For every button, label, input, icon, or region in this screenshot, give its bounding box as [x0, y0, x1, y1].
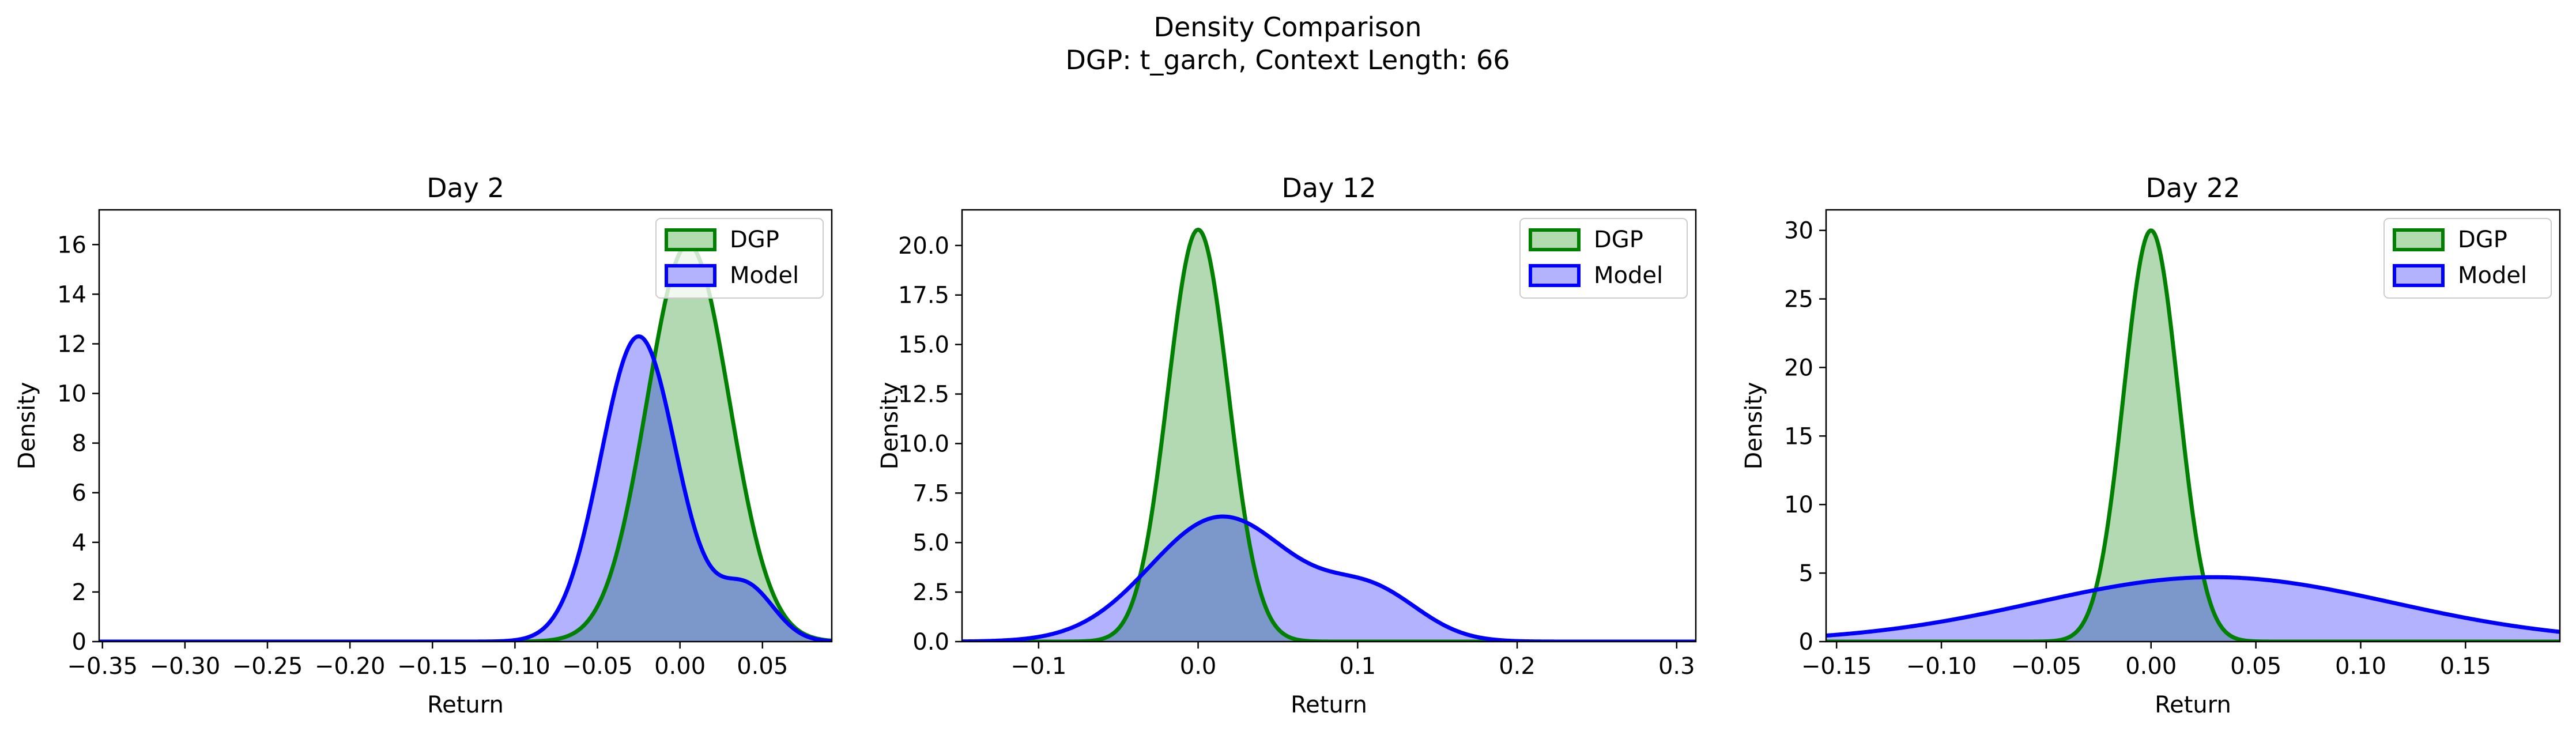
- y-tick-label: 12.5: [898, 382, 949, 408]
- y-tick-label: 12: [57, 331, 86, 357]
- y-tick-label: 25: [1784, 287, 1813, 313]
- model-legend-swatch: [665, 264, 716, 287]
- axes-frame: [1825, 209, 2561, 643]
- y-tick-label: 10.0: [898, 431, 949, 457]
- y-tick-label: 8: [72, 431, 86, 457]
- y-tick-label: 10: [1784, 492, 1813, 518]
- y-tick-label: 20: [1784, 355, 1813, 381]
- x-tick-label: −0.10: [1906, 653, 1977, 680]
- x-tick-label: 0.0: [1180, 653, 1217, 680]
- model-legend-label: Model: [2458, 262, 2527, 289]
- chart-panel-2: −0.1 0.0 0.1 0.2 0.3 0.0 2.5 5.0 7.5 10.0 12.5 15.0…: [877, 172, 1697, 718]
- x-tick-label: 0.05: [737, 653, 788, 680]
- dgp-legend-swatch: [665, 228, 716, 251]
- y-tick-label: 10: [57, 381, 86, 408]
- x-tick-label: 0.2: [1499, 653, 1536, 680]
- y-tick-label: 5.0: [912, 530, 949, 556]
- x-tick-label: −0.15: [397, 653, 468, 680]
- x-tick-label: 0.00: [654, 653, 706, 680]
- y-tick-label: 0: [72, 629, 86, 655]
- y-tick-label: 4: [72, 530, 86, 556]
- dgp-legend-label: DGP: [2458, 227, 2507, 253]
- y-tick-label: 15.0: [898, 332, 949, 359]
- x-axis-label: Return: [1291, 692, 1367, 718]
- panel-title: Day 22: [2146, 172, 2241, 203]
- legend: DGP Model: [1519, 218, 1688, 299]
- chart-panel-1: −0.35 −0.30 −0.25 −0.20 −0.15 −0.10 −0.05 0.00 0…: [14, 172, 833, 718]
- y-axis-label: Density: [877, 382, 903, 469]
- model-legend-label: Model: [730, 262, 799, 289]
- y-tick-label: 20.0: [898, 233, 949, 259]
- y-tick-label: 5: [1799, 560, 1813, 587]
- y-tick-label: 6: [72, 480, 86, 507]
- y-tick-label: 2.5: [912, 579, 949, 606]
- x-tick-label: −0.05: [562, 653, 633, 680]
- x-tick-label: 0.3: [1658, 653, 1695, 680]
- figure-title: Density Comparison: [1154, 12, 1422, 43]
- model-legend-swatch: [1529, 264, 1581, 287]
- dgp-legend-label: DGP: [730, 227, 779, 253]
- x-tick-label: 0.10: [2335, 653, 2386, 680]
- x-tick-label: −0.20: [315, 653, 386, 680]
- dgp-density-fill: [1826, 230, 2560, 642]
- dgp-legend-label: DGP: [1594, 227, 1643, 253]
- model-density-fill: [962, 517, 1696, 642]
- y-axis-label: Density: [14, 382, 40, 469]
- panel-title: Day 12: [1282, 172, 1376, 203]
- dgp-density-fill: [99, 244, 832, 642]
- y-tick-label: 0: [1799, 629, 1813, 655]
- x-tick-label: −0.05: [2011, 653, 2082, 680]
- x-tick-label: 0.1: [1340, 653, 1376, 680]
- x-tick-label: −0.25: [232, 653, 303, 680]
- dgp-legend-swatch: [1529, 228, 1581, 251]
- model-legend-swatch: [2393, 264, 2445, 287]
- x-tick-label: −0.1: [1010, 653, 1066, 680]
- axes-frame: [961, 209, 1697, 643]
- axes-frame: [98, 209, 833, 643]
- y-tick-label: 7.5: [912, 480, 949, 507]
- dgp-density-line: [1826, 228, 2560, 642]
- plot-area: [1826, 228, 2560, 642]
- y-tick-label: 17.5: [898, 282, 949, 309]
- y-tick-label: 30: [1784, 218, 1813, 244]
- dgp-legend-swatch: [2393, 228, 2445, 251]
- x-axis-label: Return: [427, 692, 504, 718]
- y-tick-label: 2: [72, 579, 86, 606]
- x-tick-label: −0.15: [1801, 653, 1872, 680]
- y-tick-label: 0.0: [912, 629, 949, 655]
- figure-subtitle: DGP: t_garch, Context Length: 66: [1065, 44, 1510, 76]
- y-tick-label: 16: [57, 232, 86, 258]
- x-tick-label: −0.35: [67, 653, 138, 680]
- panel-title: Day 2: [427, 172, 504, 203]
- y-axis-label: Density: [1741, 382, 1767, 469]
- x-tick-label: 0.15: [2440, 653, 2491, 680]
- x-axis-label: Return: [2155, 692, 2231, 718]
- x-tick-label: 0.00: [2125, 653, 2177, 680]
- model-density-fill: [1826, 577, 2560, 642]
- legend: DGP Model: [2383, 218, 2552, 299]
- chart-panel-3: −0.15 −0.10 −0.05 0.00 0.05 0.10 0.15 0 5 10 15 20 2…: [1741, 172, 2561, 718]
- legend: DGP Model: [655, 218, 824, 299]
- model-density-fill: [99, 336, 832, 642]
- x-tick-label: −0.10: [480, 653, 550, 680]
- model-density-line: [1826, 575, 2560, 638]
- model-legend-label: Model: [1594, 262, 1663, 289]
- x-tick-label: 0.05: [2230, 653, 2281, 680]
- chart-panels: −0.35 −0.30 −0.25 −0.20 −0.15 −0.10 −0.05 0.00 0…: [14, 172, 2561, 718]
- x-tick-label: −0.30: [150, 653, 221, 680]
- y-tick-label: 15: [1784, 423, 1813, 450]
- y-tick-label: 14: [57, 281, 86, 308]
